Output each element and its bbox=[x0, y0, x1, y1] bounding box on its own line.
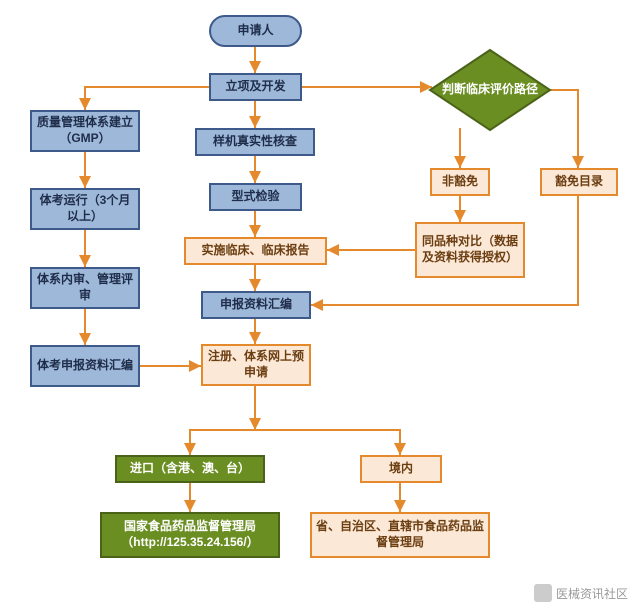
watermark: 医械资讯社区 bbox=[534, 584, 628, 602]
node-n_import: 进口（含港、澳、台） bbox=[115, 455, 265, 483]
node-label: 质量管理体系建立（GMP） bbox=[36, 115, 134, 146]
node-n_run: 体考运行（3个月以上） bbox=[30, 188, 140, 230]
node-n_type: 型式检验 bbox=[209, 183, 302, 211]
node-n_clinic: 实施临床、临床报告 bbox=[184, 237, 327, 265]
edge-n_lx-n_gmp bbox=[85, 87, 209, 110]
node-label: 体考申报资料汇编 bbox=[37, 358, 133, 374]
node-label: 同品种对比（数据及资料获得授权） bbox=[421, 234, 519, 265]
node-label: 型式检验 bbox=[231, 189, 279, 205]
node-n_sb: 申报资料汇编 bbox=[201, 291, 311, 319]
node-label: 体系内审、管理评审 bbox=[36, 272, 134, 303]
node-n_mh: 豁免目录 bbox=[540, 168, 618, 196]
node-label: 样机真实性核查 bbox=[213, 134, 297, 150]
node-label: 申报资料汇编 bbox=[220, 297, 292, 313]
edge-n_decision-n_mh bbox=[548, 90, 578, 168]
node-label: 豁免目录 bbox=[555, 174, 603, 190]
node-label: 判断临床评价路径 bbox=[442, 82, 538, 98]
node-n_nmpa: 国家食品药品监督管理局（http://125.35.24.156/） bbox=[100, 512, 280, 558]
node-label: 国家食品药品监督管理局（http://125.35.24.156/） bbox=[106, 519, 274, 550]
node-n_domestic: 境内 bbox=[360, 455, 442, 483]
node-n_bkdoc: 体考申报资料汇编 bbox=[30, 345, 140, 387]
node-label: 立项及开发 bbox=[225, 79, 285, 95]
edge-split-n_import bbox=[190, 430, 255, 455]
node-n_gmp: 质量管理体系建立（GMP） bbox=[30, 110, 140, 152]
node-label: 非豁免 bbox=[442, 174, 478, 190]
node-n_lx: 立项及开发 bbox=[209, 73, 302, 101]
node-n_nomh: 非豁免 bbox=[430, 168, 490, 196]
node-label: 体考运行（3个月以上） bbox=[36, 193, 134, 224]
node-label: 省、自治区、直辖市食品药品监督管理局 bbox=[316, 519, 484, 550]
edge-split-n_domestic bbox=[255, 430, 400, 455]
node-n_audit: 体系内审、管理评审 bbox=[30, 267, 140, 309]
node-label: 境内 bbox=[389, 461, 413, 477]
node-label: 申请人 bbox=[237, 23, 273, 39]
node-label: 进口（含港、澳、台） bbox=[130, 461, 250, 477]
node-n_decision: 判断临床评价路径 bbox=[430, 50, 550, 130]
node-start: 申请人 bbox=[209, 15, 302, 47]
node-n_same: 同品种对比（数据及资料获得授权） bbox=[415, 222, 525, 278]
node-n_reg: 注册、体系网上预申请 bbox=[201, 344, 311, 386]
node-label: 实施临床、临床报告 bbox=[201, 243, 309, 259]
node-label: 注册、体系网上预申请 bbox=[207, 349, 305, 380]
wechat-icon bbox=[534, 584, 552, 602]
node-n_yj: 样机真实性核查 bbox=[195, 128, 315, 156]
node-n_prov: 省、自治区、直辖市食品药品监督管理局 bbox=[310, 512, 490, 558]
watermark-text: 医械资讯社区 bbox=[556, 585, 628, 602]
